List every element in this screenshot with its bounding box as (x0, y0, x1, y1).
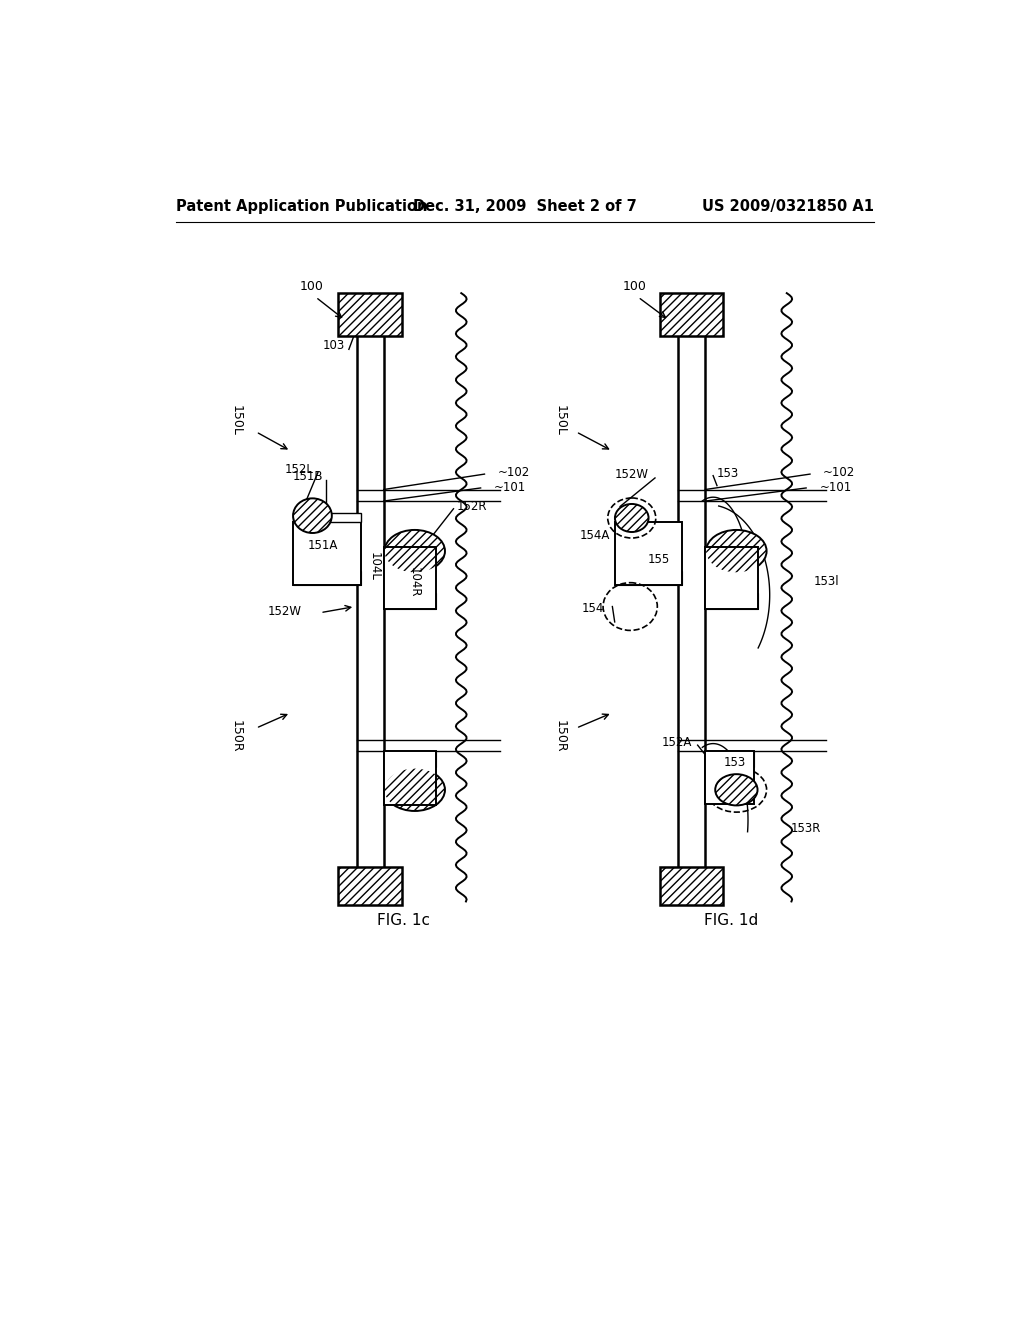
Text: 154: 154 (582, 602, 604, 615)
Text: 155: 155 (648, 553, 670, 566)
Ellipse shape (293, 499, 332, 533)
Ellipse shape (715, 774, 758, 805)
Bar (706, 548, 758, 609)
Text: 150R: 150R (230, 719, 243, 752)
Text: 152W: 152W (614, 469, 649, 482)
Text: 100: 100 (300, 280, 324, 293)
Bar (384, 751, 436, 805)
Bar (706, 751, 755, 767)
Bar (706, 594, 758, 609)
Text: 152L: 152L (285, 463, 314, 477)
Ellipse shape (707, 529, 767, 573)
Bar (384, 594, 436, 609)
Bar (384, 751, 436, 767)
Text: 104L: 104L (368, 552, 381, 581)
Text: 154A: 154A (580, 529, 610, 543)
Bar (659, 867, 723, 906)
Bar (293, 512, 360, 521)
Ellipse shape (385, 529, 445, 573)
Text: US 2009/0321850 A1: US 2009/0321850 A1 (701, 198, 873, 214)
Text: 150L: 150L (554, 405, 567, 436)
Bar (338, 293, 401, 335)
Text: 152W: 152W (267, 605, 302, 618)
Text: 153: 153 (717, 467, 739, 480)
Bar (706, 751, 755, 767)
Text: 153: 153 (723, 755, 745, 768)
Text: 153l: 153l (814, 576, 840, 589)
Bar (293, 521, 360, 585)
Bar (706, 594, 758, 609)
Text: Patent Application Publication: Patent Application Publication (176, 198, 428, 214)
Text: Dec. 31, 2009  Sheet 2 of 7: Dec. 31, 2009 Sheet 2 of 7 (413, 198, 637, 214)
Bar (614, 572, 682, 585)
Text: ~102: ~102 (823, 466, 855, 479)
Bar (614, 521, 682, 585)
Text: 151A: 151A (307, 539, 338, 552)
Bar (659, 293, 723, 335)
Bar (659, 867, 723, 906)
Bar (384, 751, 436, 767)
Bar (614, 572, 682, 585)
Bar (384, 548, 436, 609)
Bar (338, 867, 401, 906)
Text: ~102: ~102 (498, 466, 530, 479)
Ellipse shape (385, 768, 445, 810)
Text: ~101: ~101 (494, 482, 526, 495)
Bar (293, 572, 360, 585)
Text: 150L: 150L (230, 405, 243, 436)
Bar (338, 293, 401, 335)
Bar (706, 751, 755, 804)
Text: 152A: 152A (662, 735, 692, 748)
Text: 153R: 153R (791, 822, 821, 834)
Bar (293, 572, 360, 585)
Text: 100: 100 (623, 280, 646, 293)
Bar (659, 293, 723, 335)
Text: 152R: 152R (457, 500, 487, 513)
Text: FIG. 1c: FIG. 1c (377, 913, 430, 928)
Text: FIG. 1d: FIG. 1d (703, 913, 758, 928)
Bar (338, 867, 401, 906)
Text: 104R: 104R (408, 566, 421, 597)
Bar (384, 594, 436, 609)
Text: 150R: 150R (554, 719, 567, 752)
Ellipse shape (615, 504, 648, 532)
Text: ~101: ~101 (819, 482, 852, 495)
Text: 151B: 151B (293, 470, 324, 483)
Text: 103: 103 (323, 339, 345, 352)
